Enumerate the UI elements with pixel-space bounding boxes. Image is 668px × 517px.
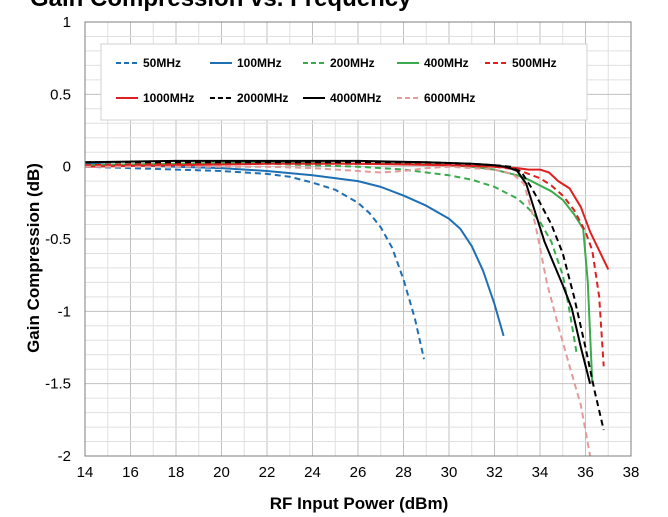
x-tick-label: 30 <box>441 464 458 481</box>
legend-label: 6000MHz <box>424 91 475 105</box>
legend: 50MHz 100MHz 200MHz 400MHz 500MHz 1000MHz 2000… <box>100 43 588 121</box>
plot-frame <box>84 21 632 457</box>
legend-label: 500MHz <box>512 56 557 70</box>
x-tick-label: 24 <box>304 464 321 481</box>
x-tick-label: 34 <box>532 464 549 481</box>
legend-label: 1000MHz <box>143 91 194 105</box>
series-line-2000mhz <box>85 161 605 431</box>
legend-label: 50MHz <box>143 56 181 70</box>
y-tick-label: -0.5 <box>45 231 71 248</box>
y-tick-label: -1 <box>58 303 71 320</box>
x-tick-label: 32 <box>486 464 503 481</box>
y-tick-label: 1 <box>63 14 71 31</box>
legend-label: 4000MHz <box>330 91 381 105</box>
legend-box <box>100 43 588 121</box>
x-tick-label: 16 <box>122 464 139 481</box>
legend-label: 200MHz <box>330 56 375 70</box>
legend-label: 2000MHz <box>237 91 288 105</box>
legend-label: 400MHz <box>424 56 469 70</box>
series-layer <box>84 159 610 457</box>
y-tick-label: 0.5 <box>50 86 71 103</box>
x-tick-label: 28 <box>395 464 412 481</box>
x-tick-label: 26 <box>350 464 367 481</box>
chart-title: Gain Compression vs. Frequency <box>30 0 412 12</box>
y-tick-label: 0 <box>63 159 71 176</box>
series-line-4000mhz <box>84 159 592 384</box>
y-tick-label: -1.5 <box>45 376 71 393</box>
x-tick-label: 14 <box>77 464 94 481</box>
y-tick-label: -2 <box>58 448 71 465</box>
x-tick-label: 22 <box>259 464 276 481</box>
x-tick-label: 20 <box>213 464 230 481</box>
x-tick-label: 18 <box>168 464 185 481</box>
series-line-1000mhz <box>84 162 610 270</box>
legend-label: 100MHz <box>237 56 282 70</box>
series-line-50mhz <box>84 165 425 360</box>
tick-labels: 14 16 18 20 22 24 26 28 30 32 34 36 38 1 0.5 0 -0.5 -1 -1.… <box>45 14 639 481</box>
y-axis-title: Gain Compression (dB) <box>24 163 43 353</box>
x-axis-title: RF Input Power (dBm) <box>270 494 448 513</box>
x-tick-label: 36 <box>577 464 594 481</box>
x-tick-label: 38 <box>623 464 640 481</box>
